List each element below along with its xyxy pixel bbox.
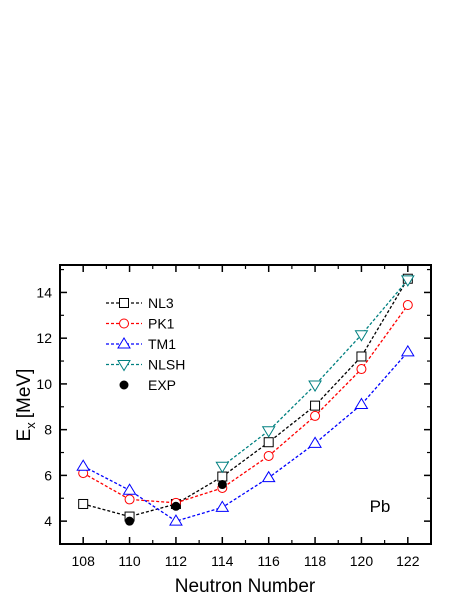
- series-line-nl3: [83, 278, 409, 518]
- x-tick-label: 110: [118, 553, 141, 569]
- data-point-tm1: [215, 500, 230, 512]
- data-point-nlsh: [308, 380, 322, 393]
- data-point-nlsh: [354, 330, 369, 342]
- x-tick-label: 108: [72, 553, 96, 569]
- data-point-exp: [125, 516, 135, 526]
- data-point-pk1: [356, 364, 367, 375]
- x-tick-label: 112: [165, 553, 188, 569]
- y-tick-label: 14: [36, 284, 52, 300]
- data-point-tm1: [122, 483, 137, 495]
- legend-item-nlsh: NLSH: [106, 357, 185, 373]
- y-tick-label: 6: [44, 467, 52, 483]
- y-tick-label: 10: [36, 376, 52, 392]
- x-tick-label: 120: [350, 553, 374, 569]
- series-tm1: [76, 344, 415, 526]
- data-point-nl3: [217, 471, 228, 482]
- data-point-tm1: [169, 514, 183, 526]
- axis-ticks: 108 110 112 114 116 118 120 122 4 6 8 10 12 14: [36, 265, 432, 569]
- legend: NL3 PK1 TM1 NLSH EXP: [106, 295, 185, 393]
- x-axis-label: Neutron Number: [175, 576, 316, 597]
- data-point-tm1: [261, 470, 276, 483]
- y-axis-label: Ex [MeV]: [14, 369, 38, 442]
- y-axis-label-sub: x: [23, 422, 38, 429]
- legend-label-pk1: PK1: [148, 316, 175, 332]
- series-line-tm1: [82, 351, 409, 522]
- legend-marker-nlsh: [117, 360, 131, 372]
- y-axis-label-main: E: [14, 429, 35, 442]
- data-point-nlsh: [400, 275, 415, 287]
- series-line-pk1: [82, 304, 409, 504]
- data-point-pk1: [402, 300, 413, 311]
- x-tick-label: 116: [258, 553, 281, 569]
- data-point-nlsh: [261, 426, 276, 438]
- legend-item-nl3: NL3: [106, 295, 174, 311]
- legend-item-exp: EXP: [119, 377, 176, 393]
- data-point-tm1: [354, 397, 369, 409]
- x-tick-label: 122: [396, 553, 420, 569]
- series-layer: [76, 273, 415, 526]
- x-tick-label: 114: [211, 553, 234, 569]
- data-point-pk1: [263, 450, 274, 461]
- series-line-nlsh: [221, 279, 409, 467]
- data-point-nl3: [310, 400, 321, 411]
- data-point-nlsh: [215, 461, 230, 474]
- legend-marker-nl3: [119, 298, 129, 308]
- legend-label-exp: EXP: [148, 377, 176, 393]
- legend-item-pk1: PK1: [106, 316, 175, 332]
- data-point-nl3: [263, 437, 274, 448]
- y-tick-label: 4: [44, 513, 52, 529]
- x-tick-label: 118: [304, 553, 327, 569]
- legend-marker-pk1: [119, 318, 129, 329]
- data-point-nl3: [78, 498, 89, 509]
- data-point-nl3: [356, 351, 367, 362]
- legend-label-nl3: NL3: [148, 295, 174, 311]
- data-point-tm1: [76, 459, 91, 471]
- legend-item-tm1: TM1: [106, 336, 176, 352]
- y-axis-label-unit: [MeV]: [14, 369, 35, 419]
- legend-marker-exp: [119, 380, 129, 390]
- annotation-pb: Pb: [370, 497, 391, 516]
- legend-marker-tm1: [117, 337, 131, 349]
- series-nl3: [78, 273, 413, 522]
- series-nlsh: [215, 275, 415, 474]
- data-point-tm1: [400, 344, 415, 357]
- data-point-exp: [171, 501, 181, 511]
- y-tick-label: 8: [44, 422, 52, 438]
- series-exp: [125, 480, 227, 526]
- data-point-tm1: [308, 436, 322, 448]
- data-point-pk1: [124, 494, 135, 505]
- legend-label-nlsh: NLSH: [148, 357, 185, 373]
- legend-label-tm1: TM1: [148, 336, 176, 352]
- y-tick-label: 12: [36, 330, 52, 346]
- data-point-pk1: [310, 410, 321, 421]
- data-point-exp: [217, 480, 227, 490]
